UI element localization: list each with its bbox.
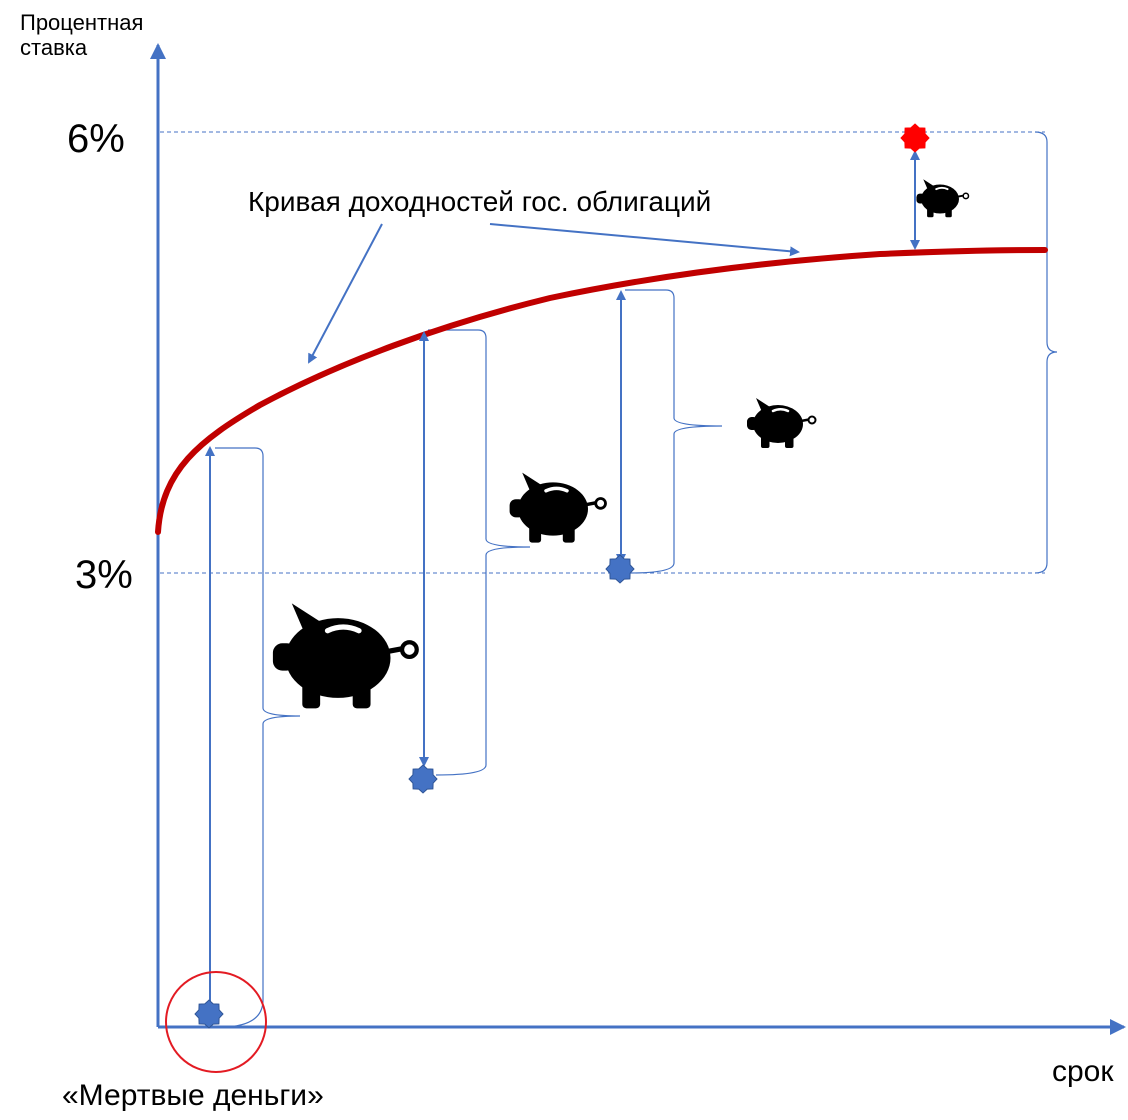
yield-curve-label: Кривая доходностей гос. облигаций bbox=[248, 186, 712, 217]
star-icon bbox=[408, 764, 438, 794]
piggy-bank-icon bbox=[507, 470, 608, 545]
piggy-bank-icon bbox=[915, 178, 970, 219]
y-axis-label: Процентная ставка bbox=[20, 10, 143, 60]
star-icon bbox=[605, 554, 635, 584]
dead-money-label: «Мертвые деньги» bbox=[62, 1079, 324, 1112]
tick-three-percent: 3% bbox=[75, 553, 133, 597]
spread-bracket-3 bbox=[625, 289, 723, 574]
spread-bracket-2 bbox=[428, 329, 531, 776]
curve-pointer-right bbox=[489, 223, 800, 257]
curve-pointer-left bbox=[308, 223, 383, 364]
x-axis-label: срок bbox=[1052, 1055, 1114, 1088]
spread-bracket-total bbox=[1034, 131, 1058, 574]
y-axis-label-line2: ставка bbox=[20, 35, 88, 60]
spread-bracket-1 bbox=[215, 447, 301, 1028]
piggy-bank-icon bbox=[273, 603, 417, 708]
tick-six-percent: 6% bbox=[67, 117, 125, 161]
piggy-bank-icon bbox=[745, 396, 817, 450]
star-icon bbox=[900, 123, 930, 153]
yield-curve bbox=[155, 247, 1048, 535]
star-icon bbox=[194, 999, 224, 1029]
y-axis-label-line1: Процентная bbox=[20, 10, 144, 35]
dead-money-circle bbox=[165, 971, 267, 1073]
